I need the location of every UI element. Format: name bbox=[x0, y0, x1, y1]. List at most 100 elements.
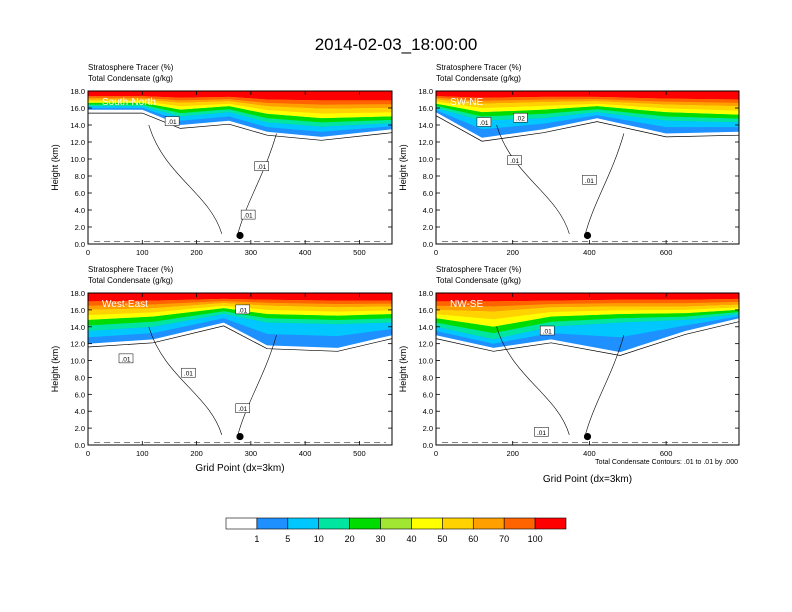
condensate-plume-contour bbox=[148, 124, 277, 238]
contour-label-box bbox=[539, 325, 555, 336]
x-tick-label: 100 bbox=[136, 449, 149, 458]
contour-label: .01 bbox=[118, 353, 134, 364]
subtitle-condensate: Total Condensate (g/kg) bbox=[436, 74, 521, 83]
contour-label-box bbox=[534, 427, 549, 437]
x-tick-label: 200 bbox=[506, 449, 519, 458]
condensate-contour bbox=[88, 112, 392, 141]
contour-label: .01 bbox=[235, 304, 250, 314]
panel-label: NW-SE bbox=[450, 299, 483, 310]
contour-label-box bbox=[181, 367, 196, 378]
contour-label-box bbox=[476, 117, 492, 127]
colorbar-box bbox=[287, 517, 320, 530]
y-tick-label: 14.0 bbox=[70, 121, 85, 130]
contour-label-box bbox=[240, 209, 256, 220]
contour-label: .01 bbox=[164, 116, 180, 126]
y-tick-label: 2.0 bbox=[423, 223, 433, 232]
band-transition-2 bbox=[436, 304, 739, 320]
panel-label: West-East bbox=[102, 299, 148, 310]
y-tick-label: 10.0 bbox=[418, 357, 433, 366]
y-tick-label: 16.0 bbox=[418, 306, 433, 315]
contour-label-box bbox=[235, 403, 250, 413]
colorbar-box bbox=[349, 517, 381, 530]
contour-label-text: .01 bbox=[238, 307, 247, 314]
subtitle-condensate: Total Condensate (g/kg) bbox=[436, 276, 521, 285]
band-90-100 bbox=[436, 293, 739, 302]
band-transition-1 bbox=[436, 103, 739, 119]
band-transition-2 bbox=[436, 99, 739, 111]
y-tick-label: 12.0 bbox=[70, 340, 85, 349]
y-axis-label: Height (km) bbox=[398, 346, 408, 393]
y-tick-label: 12.0 bbox=[418, 340, 433, 349]
y-tick-label: 16.0 bbox=[70, 104, 85, 113]
y-tick-label: 16.0 bbox=[418, 104, 433, 113]
y-tick-label: 8.0 bbox=[75, 373, 85, 382]
contour-label: .02 bbox=[513, 112, 528, 123]
contour-label-text: .01 bbox=[510, 158, 519, 165]
contour-label-box bbox=[513, 112, 528, 123]
plot-area: .01 .01 .01 bbox=[88, 91, 392, 244]
y-axis-label: Height (km) bbox=[50, 346, 60, 393]
band-transition-1 bbox=[436, 309, 739, 334]
colorbar-tick-label: 5 bbox=[285, 534, 290, 544]
subtitle-tracer: Stratosphere Tracer (%) bbox=[436, 265, 522, 274]
plot-frame bbox=[87, 292, 393, 446]
subtitle-tracer: Stratosphere Tracer (%) bbox=[88, 265, 174, 274]
colorbar-tick-label: 20 bbox=[345, 534, 355, 544]
plot-frame bbox=[435, 292, 740, 446]
y-tick-label: 0.0 bbox=[75, 240, 85, 249]
band-transition-0 bbox=[88, 106, 392, 132]
x-tick-label: 0 bbox=[86, 248, 90, 257]
x-tick-label: 300 bbox=[245, 248, 258, 257]
y-tick-label: 18.0 bbox=[70, 289, 85, 298]
colorbar-box bbox=[225, 517, 258, 530]
panel-label: South-North bbox=[102, 97, 156, 108]
contour-label-box bbox=[164, 116, 180, 126]
panels: .01 .01 .01 South-North Stratosphere Tracer … bbox=[50, 63, 740, 485]
colorbar-box bbox=[534, 517, 567, 530]
y-tick-label: 8.0 bbox=[75, 172, 85, 181]
subtitle-tracer: Stratosphere Tracer (%) bbox=[88, 63, 174, 72]
colorbar-box bbox=[380, 517, 412, 530]
contour-label-box bbox=[118, 353, 134, 364]
colorbar-tick-label: 70 bbox=[499, 534, 509, 544]
location-marker bbox=[236, 432, 244, 441]
x-tick-label: 100 bbox=[136, 248, 149, 257]
condensate-plume-contour bbox=[148, 326, 277, 439]
y-axis-label: Height (km) bbox=[398, 144, 408, 191]
y-tick-label: 10.0 bbox=[418, 155, 433, 164]
contour-label-text: .01 bbox=[479, 120, 488, 127]
band-transition-0 bbox=[436, 108, 739, 130]
plot-area: .01 .01 bbox=[436, 293, 739, 445]
band-transition-2 bbox=[88, 99, 392, 114]
x-tick-label: 0 bbox=[86, 449, 90, 458]
x-tick-label: 0 bbox=[434, 248, 438, 257]
y-tick-label: 2.0 bbox=[75, 223, 85, 232]
colorbar-tick-label: 50 bbox=[437, 534, 447, 544]
condensate-contour bbox=[436, 115, 739, 142]
plot-area: .01 .01 .01 .01 bbox=[88, 293, 392, 445]
panel-nw-se: .01 .01 NW-SE Stratosphere Tracer (%) Total … bbox=[398, 265, 740, 485]
x-tick-label: 600 bbox=[660, 248, 673, 257]
location-marker bbox=[236, 231, 244, 240]
location-marker bbox=[583, 432, 592, 441]
colorbar-tick-label: 30 bbox=[376, 534, 386, 544]
colorbar-box bbox=[411, 517, 443, 530]
contour-label: .01 bbox=[507, 155, 522, 165]
band-transition-1 bbox=[88, 102, 392, 123]
y-tick-label: 14.0 bbox=[418, 121, 433, 130]
subtitle-condensate: Total Condensate (g/kg) bbox=[88, 276, 173, 285]
plot-area: .01 .02 .01 .01 bbox=[436, 91, 739, 244]
contour-label-text: .01 bbox=[257, 164, 266, 171]
x-tick-label: 200 bbox=[506, 248, 519, 257]
plot-frame bbox=[435, 90, 740, 245]
y-tick-label: 10.0 bbox=[70, 357, 85, 366]
contour-label: .01 bbox=[476, 117, 492, 127]
figure-title: 2014-02-03_18:00:00 bbox=[315, 35, 478, 54]
contour-label: .01 bbox=[582, 175, 597, 185]
x-tick-label: 400 bbox=[583, 248, 596, 257]
band-transition-3 bbox=[88, 298, 392, 306]
y-tick-label: 6.0 bbox=[423, 390, 433, 399]
x-tick-label: 600 bbox=[660, 449, 673, 458]
y-tick-label: 18.0 bbox=[418, 289, 433, 298]
